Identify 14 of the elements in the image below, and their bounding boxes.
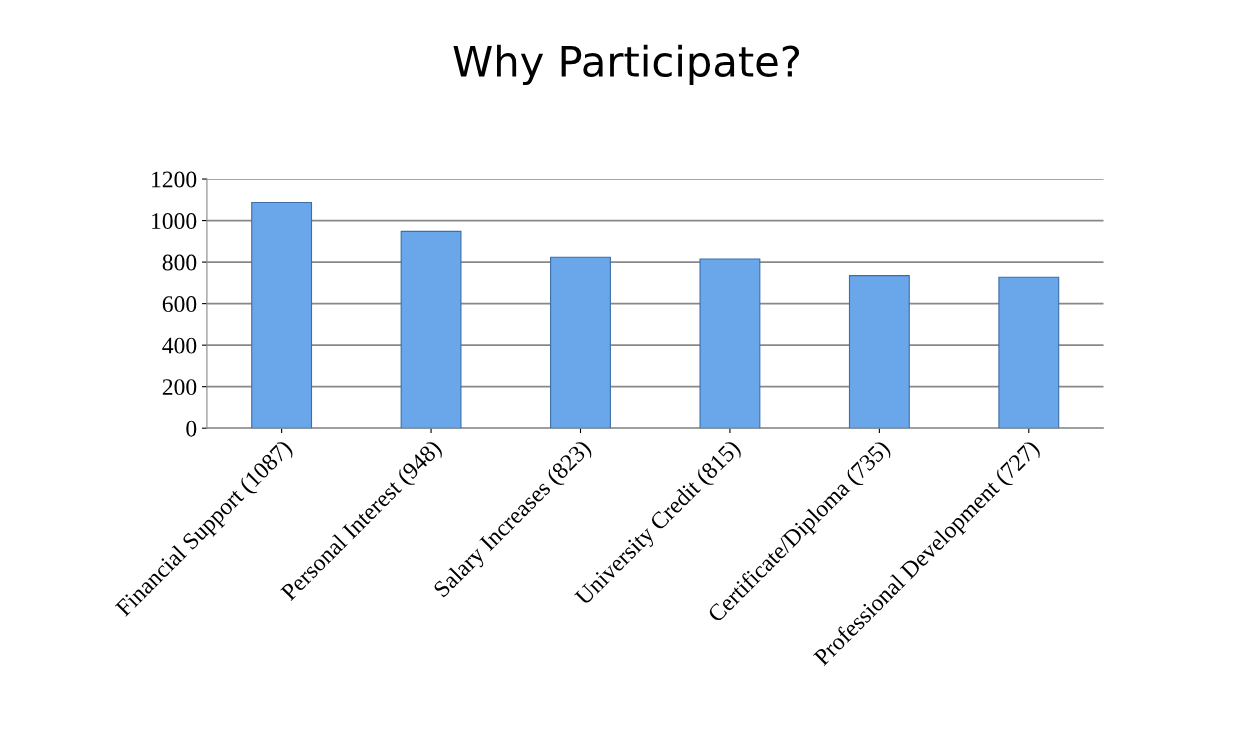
bar: [848, 275, 910, 429]
y-tick-label: 200: [162, 379, 197, 396]
y-tick-label: 1000: [152, 213, 197, 229]
bar: [400, 230, 462, 429]
bar: [998, 276, 1060, 429]
y-tick-label: 1200: [152, 171, 197, 188]
bar: [251, 201, 313, 429]
chart-title: Why Participate?: [453, 44, 800, 86]
bar: [550, 256, 611, 429]
y-tick-label: 800: [162, 254, 197, 271]
bar: [699, 258, 761, 429]
y-tick-label: 0: [186, 420, 197, 437]
y-tick-label: 400: [162, 337, 197, 354]
y-tick-label: 600: [162, 296, 197, 313]
